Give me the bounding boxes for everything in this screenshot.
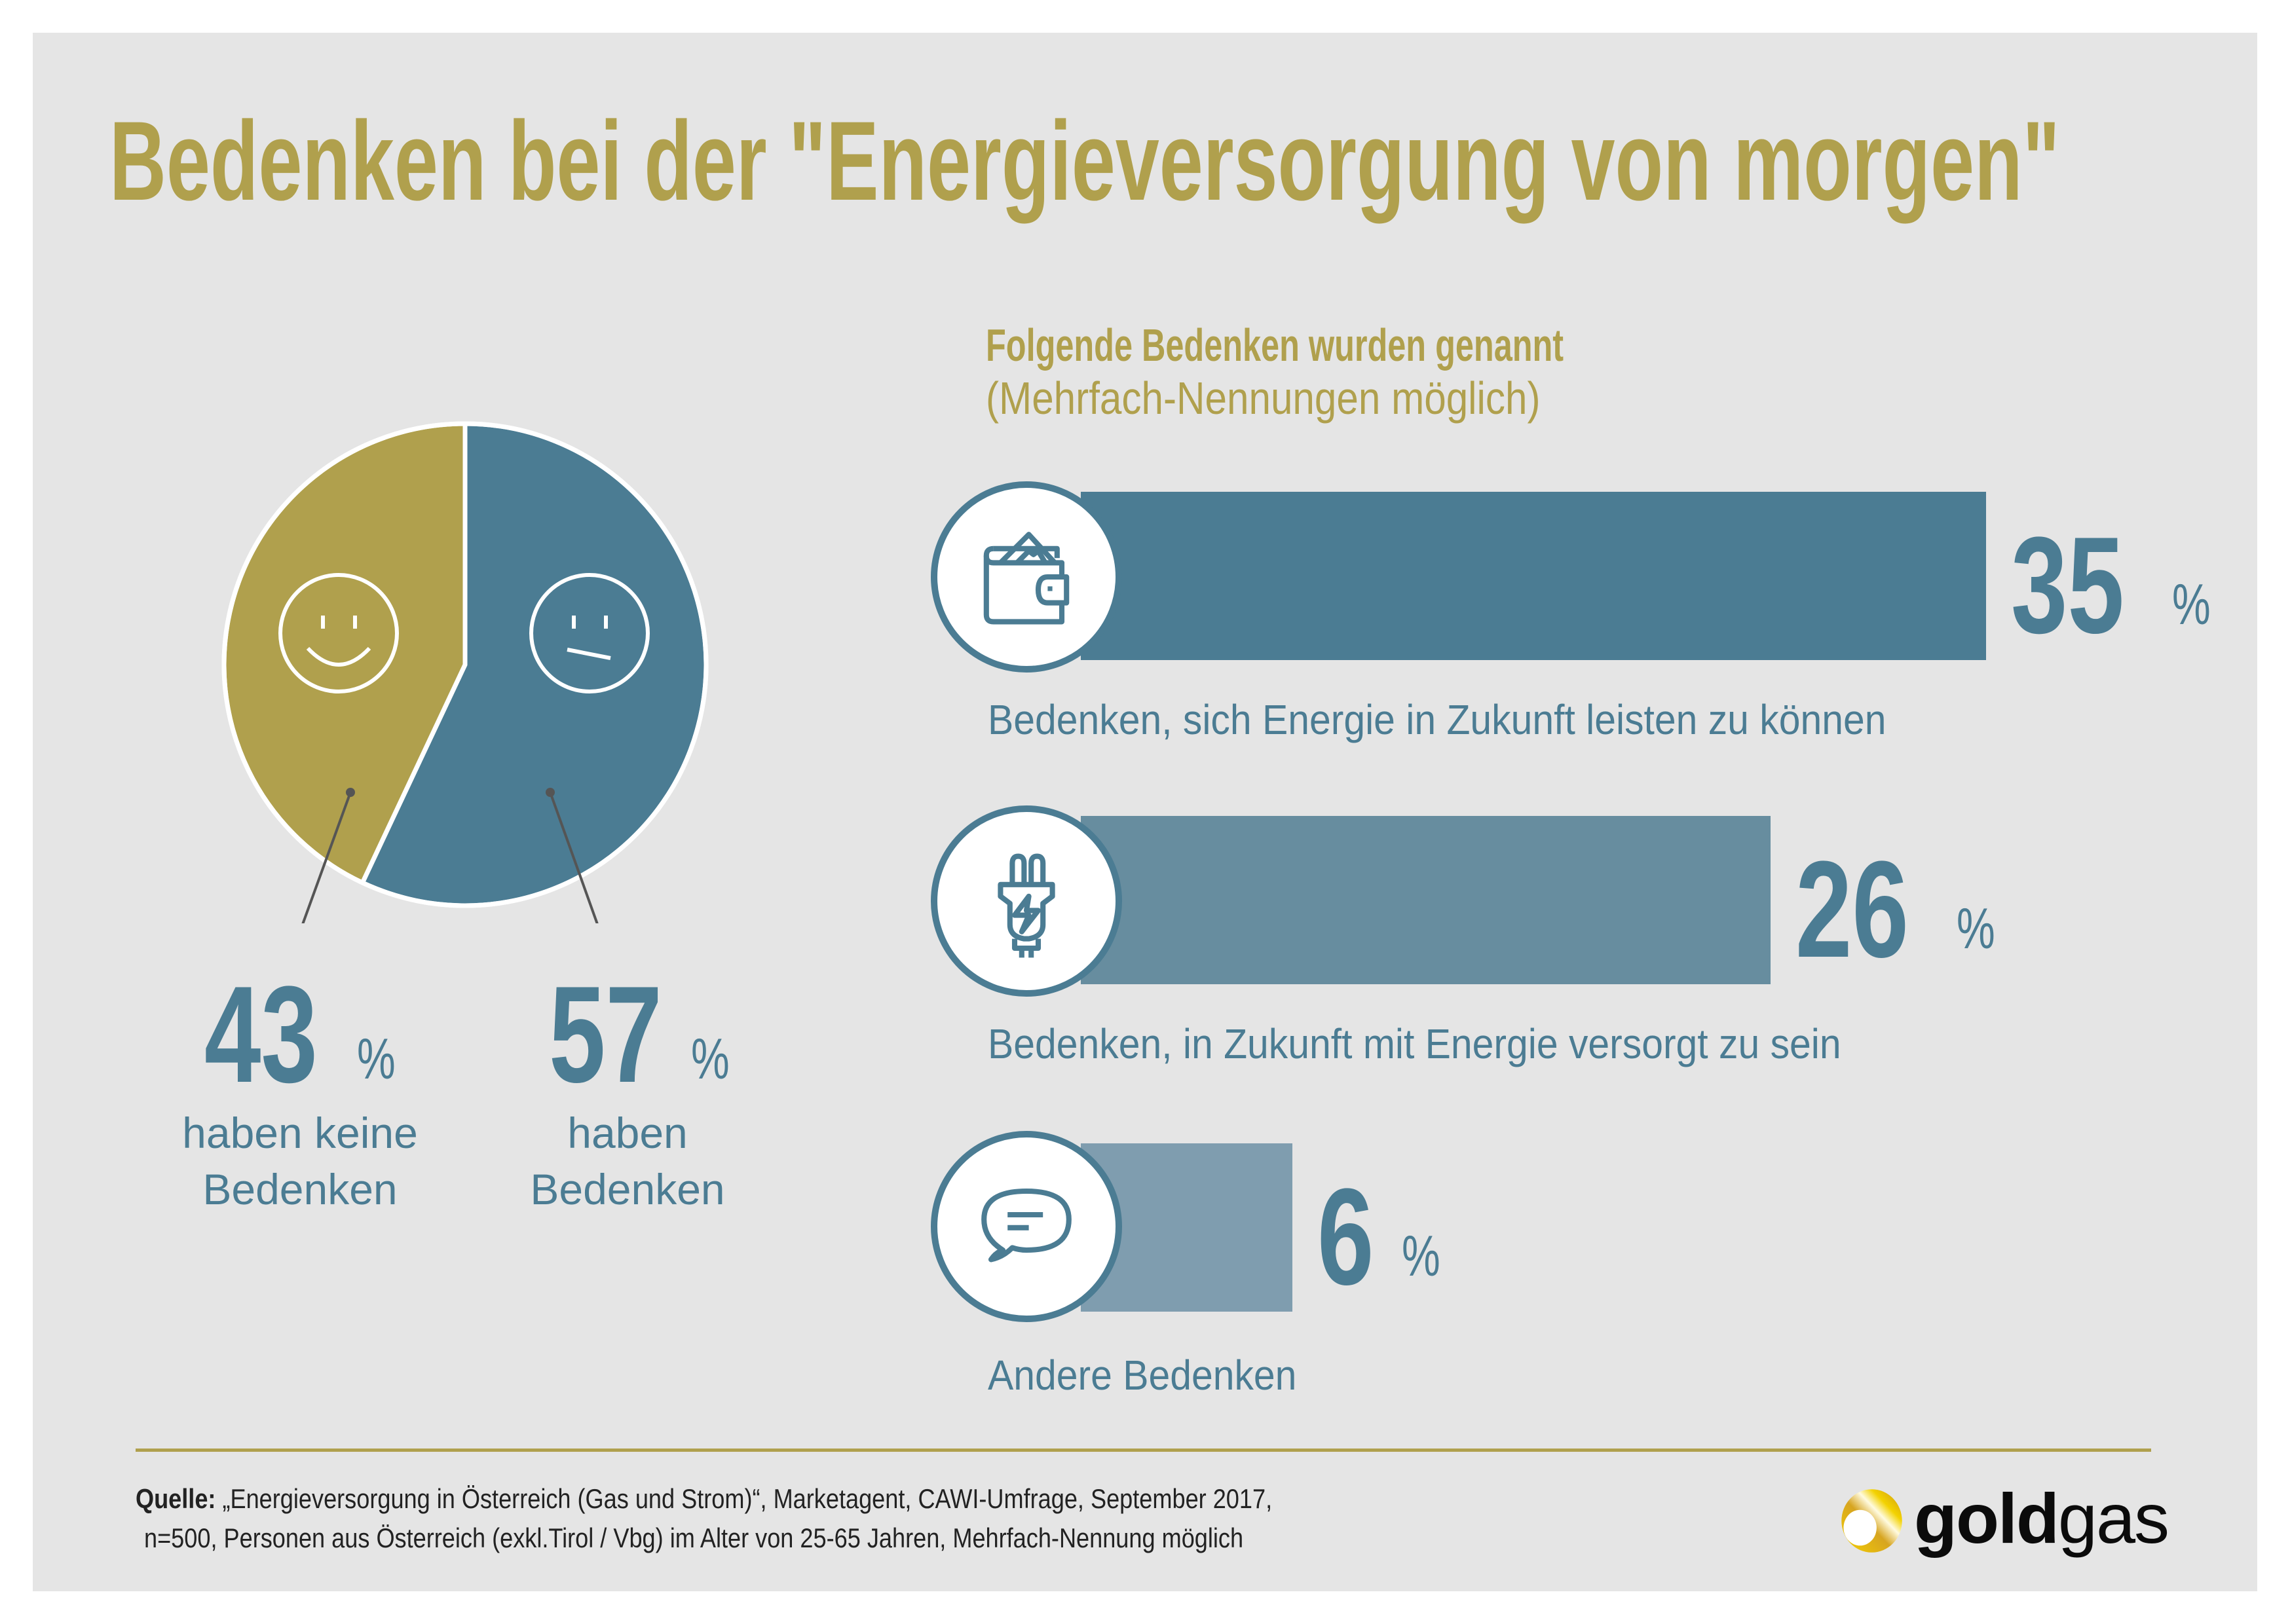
percent-sign: % [1957, 896, 1995, 961]
page-title: Bedenken bei der "Energieversorgung von … [109, 105, 2290, 217]
value-text: 43 [204, 957, 318, 1111]
percent-sign: % [691, 1026, 730, 1091]
bar-label-other-concerns: Andere Bedenken [988, 1352, 1297, 1399]
bar-energy-supply [1081, 816, 1771, 984]
bar-value-other-concerns: 6 [1317, 1160, 1374, 1314]
pie-label-bedenken: haben Bedenken [490, 1105, 765, 1218]
pie-outline [221, 421, 709, 908]
source-line-1: Quelle: „Energieversorgung in Österreich… [136, 1485, 1457, 1513]
label-line: haben [567, 1109, 688, 1157]
pie-chart [221, 421, 709, 923]
bar-value-afford-energy: 35 [2010, 508, 2124, 662]
value-text: 57 [549, 957, 662, 1111]
label-line: Bedenken [202, 1164, 398, 1213]
bar-afford-energy [1081, 492, 1986, 660]
wallet-icon-circle [931, 481, 1122, 673]
bar-value-energy-supply: 26 [1795, 832, 1909, 986]
pie-label-keine-bedenken: haben keine Bedenken [162, 1105, 438, 1218]
goldgas-logo-icon [1841, 1489, 1902, 1553]
smiley-happy-icon [278, 573, 399, 693]
bar-label-afford-energy: Bedenken, sich Energie in Zukunft leiste… [988, 696, 1886, 743]
pie-value-bedenken: 57 [549, 966, 702, 1103]
title-text: Bedenken bei der "Energieversorgung von … [109, 98, 2060, 224]
label-line: haben keine [182, 1109, 418, 1157]
percent-sign: % [2171, 572, 2211, 637]
source-line-2: n=500, Personen aus Österreich (exkl.Tir… [144, 1522, 1244, 1553]
leader-line-bedenken [546, 788, 599, 923]
source-text: „Energieversorgung in Österreich (Gas un… [216, 1483, 1273, 1514]
percent-sign: % [1402, 1223, 1440, 1288]
goldgas-logo-text: goldgas [1914, 1479, 2169, 1558]
plug-icon-circle [931, 805, 1122, 997]
footer-divider [136, 1449, 2151, 1452]
speech-bubble-icon-circle [931, 1131, 1122, 1322]
pie-value-keine-bedenken: 43 [204, 966, 358, 1103]
speech-bubble-icon [981, 1188, 1072, 1263]
wallet-icon [983, 532, 1070, 625]
bar-label-energy-supply: Bedenken, in Zukunft mit Energie versorg… [988, 1020, 1841, 1067]
smiley-neutral-icon [529, 573, 650, 693]
plug-icon [998, 853, 1055, 958]
percent-sign: % [357, 1026, 396, 1091]
source-label: Quelle: [136, 1483, 216, 1514]
label-line: Bedenken [530, 1164, 725, 1213]
leader-line-keine-bedenken [301, 788, 355, 923]
bar-section-note: (Mehrfach-Nennungen möglich) [986, 373, 1541, 424]
bar-section-heading: Folgende Bedenken wurden genannt [986, 320, 1564, 371]
